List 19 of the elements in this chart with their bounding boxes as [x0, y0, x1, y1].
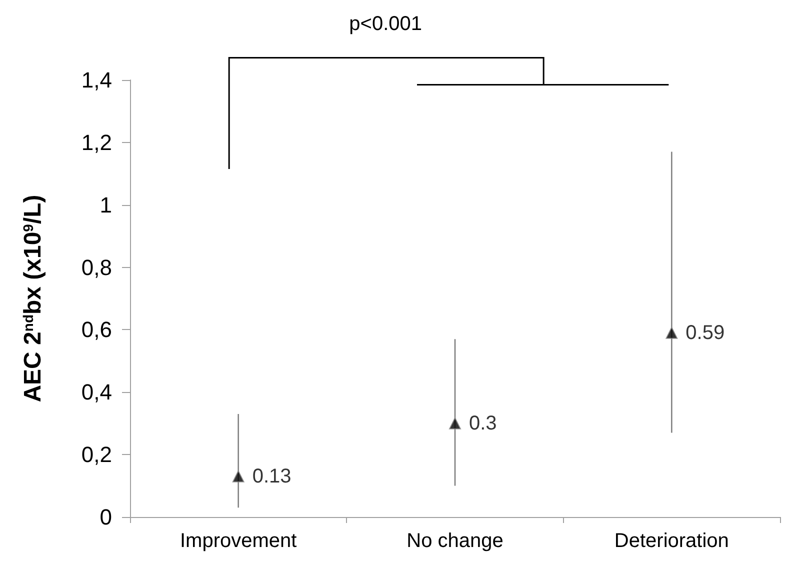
point	[232, 470, 244, 482]
text: p<0.001	[349, 13, 422, 35]
y-tick-label: 0,8	[81, 254, 112, 280]
point	[449, 417, 461, 430]
data-label: 0.13	[252, 465, 292, 488]
y-tick-label: 0	[100, 504, 112, 530]
y-tick-label: 0,6	[81, 317, 112, 342]
y-tick-label: 1,2	[81, 130, 112, 155]
y-axis-title: AEC 2ndbx (x109/L)	[20, 194, 46, 402]
x-tick-label: No change	[406, 530, 504, 552]
y-tick-label: 0,4	[81, 380, 112, 405]
x-tick-label: Improvement	[180, 530, 298, 552]
point	[666, 326, 678, 339]
y-tick-label: 1	[100, 192, 112, 218]
y-tick-label: 0,2	[81, 442, 112, 468]
x-tick-label: Deterioration	[614, 530, 729, 552]
data-label: 0.59	[686, 322, 725, 344]
y-tick-label: 1,4	[81, 68, 112, 92]
data-label: 0.3	[469, 412, 497, 434]
